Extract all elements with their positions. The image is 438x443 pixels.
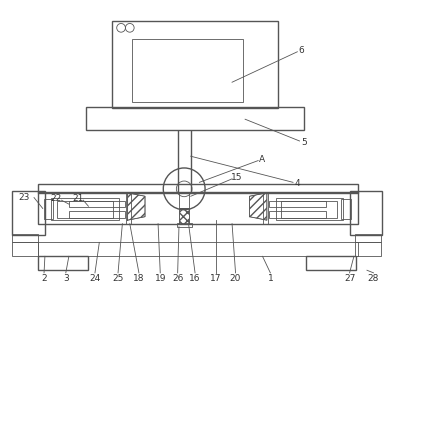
Text: 1: 1 <box>268 274 273 283</box>
Bar <box>39 256 88 270</box>
Text: 27: 27 <box>344 274 355 283</box>
Text: 18: 18 <box>133 274 145 283</box>
Text: 15: 15 <box>231 173 242 182</box>
Text: 5: 5 <box>301 138 307 147</box>
Text: A: A <box>258 155 265 164</box>
Bar <box>132 39 243 102</box>
Bar <box>44 199 53 219</box>
Bar <box>306 256 356 270</box>
Text: 3: 3 <box>63 274 69 283</box>
Text: 20: 20 <box>230 274 241 283</box>
Bar <box>355 242 381 256</box>
Bar <box>39 242 358 256</box>
Bar <box>355 234 381 242</box>
Text: 17: 17 <box>210 274 221 283</box>
Text: 22: 22 <box>51 194 62 203</box>
Bar <box>179 193 189 209</box>
Text: 19: 19 <box>155 274 166 283</box>
Bar <box>269 211 325 218</box>
Text: 4: 4 <box>294 179 300 188</box>
Bar <box>39 192 358 224</box>
Text: 25: 25 <box>112 274 124 283</box>
Bar <box>341 199 351 219</box>
Bar <box>12 242 39 256</box>
Text: 24: 24 <box>89 274 101 283</box>
Text: 23: 23 <box>18 193 30 202</box>
Text: 21: 21 <box>72 194 83 203</box>
Text: 6: 6 <box>299 46 304 55</box>
Bar <box>12 191 45 234</box>
Bar <box>69 211 125 218</box>
Text: 16: 16 <box>189 274 201 283</box>
Bar <box>57 201 113 218</box>
Bar <box>269 201 325 207</box>
Bar <box>39 184 358 193</box>
Bar <box>69 201 125 207</box>
Bar <box>12 234 39 242</box>
Bar <box>86 108 304 130</box>
Bar <box>276 198 343 220</box>
Bar <box>113 21 278 109</box>
Text: 26: 26 <box>172 274 184 283</box>
Bar <box>177 223 191 227</box>
Text: 2: 2 <box>41 274 47 283</box>
Bar <box>281 201 337 218</box>
Bar <box>51 198 119 220</box>
Bar <box>350 191 382 234</box>
Text: 28: 28 <box>368 274 379 283</box>
